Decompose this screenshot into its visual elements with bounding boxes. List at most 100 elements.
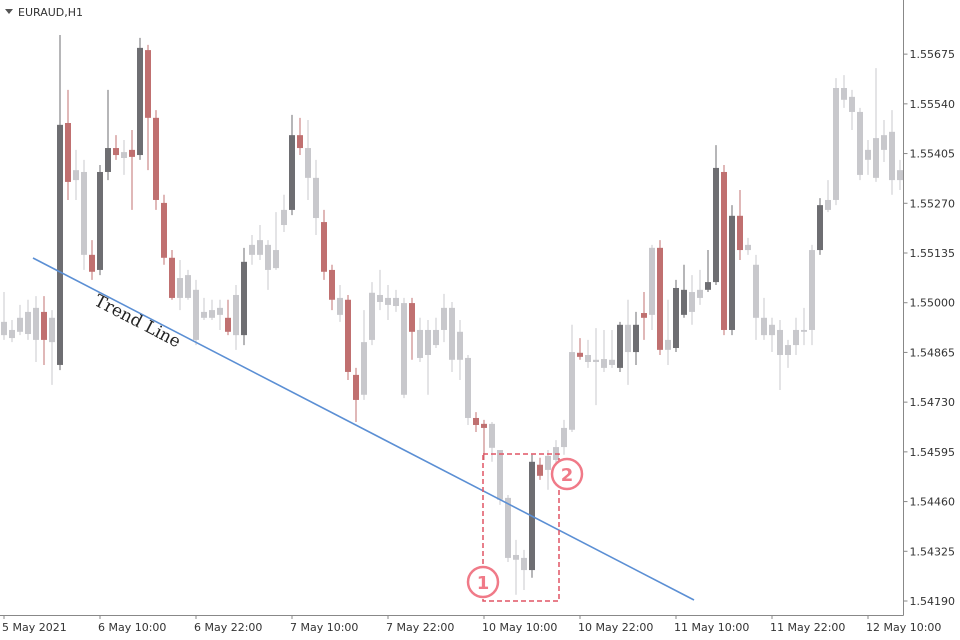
candle-body — [65, 123, 71, 182]
candle-body — [433, 329, 439, 346]
y-tick-label: 1.54730 — [910, 396, 956, 409]
candle-body — [825, 199, 831, 210]
candle-body — [777, 329, 783, 356]
candle-body — [49, 317, 55, 343]
y-tick-label: 1.54460 — [910, 496, 956, 509]
menu-triangle — [5, 9, 13, 14]
candle-body — [105, 148, 111, 172]
candles — [1, 34, 903, 595]
candle-body — [873, 138, 879, 178]
candle-body — [505, 497, 511, 558]
candle-body — [697, 289, 703, 298]
y-tick-label: 1.55675 — [910, 48, 956, 61]
candle-body — [865, 149, 871, 160]
candle-body — [585, 355, 591, 363]
candle-body — [57, 124, 63, 365]
candle-body — [657, 247, 663, 350]
x-tick-label: 7 May 22:00 — [386, 621, 454, 634]
x-tick-label: 7 May 10:00 — [290, 621, 358, 634]
candle-body — [177, 278, 183, 298]
candle-body — [25, 311, 31, 335]
candle-body — [785, 345, 791, 356]
candle-body — [889, 131, 895, 181]
chart-title: EURAUD,H1 — [18, 6, 83, 19]
x-tick-label: 10 May 10:00 — [482, 621, 557, 634]
candle-body — [97, 171, 103, 270]
candle-body — [169, 257, 175, 298]
candle-body — [641, 313, 647, 318]
candle-body — [41, 311, 47, 340]
candle-body — [425, 329, 431, 356]
candle-body — [401, 303, 407, 395]
candle-body — [265, 244, 271, 270]
candle-body — [713, 167, 719, 283]
candle-body — [145, 50, 151, 118]
candle-body — [17, 317, 23, 332]
x-tick-label: 10 May 22:00 — [578, 621, 653, 634]
candle-body — [393, 297, 399, 307]
candle-body — [761, 317, 767, 336]
x-tick-label: 6 May 22:00 — [194, 621, 262, 634]
candle-body — [737, 215, 743, 251]
candle-body — [185, 275, 191, 298]
candle-body — [545, 455, 551, 470]
y-tick-label: 1.54190 — [910, 595, 956, 608]
x-tick-label: 11 May 22:00 — [770, 621, 845, 634]
candle-body — [689, 292, 695, 312]
candle-body — [817, 205, 823, 251]
candle-body — [681, 289, 687, 315]
candle-body — [137, 47, 143, 156]
candle-body — [625, 324, 631, 353]
candle-body — [633, 324, 639, 353]
candle-body — [209, 310, 215, 318]
candle-body — [833, 88, 839, 200]
marker-circle — [466, 565, 500, 599]
y-tick-label: 1.54595 — [910, 446, 956, 459]
candle-body — [481, 423, 487, 428]
candle-body — [329, 269, 335, 300]
candle-body — [297, 135, 303, 149]
candle-body — [9, 329, 15, 339]
candle-body — [473, 417, 479, 425]
candle-body — [745, 244, 751, 251]
candle-body — [161, 202, 167, 258]
candle-body — [377, 294, 383, 302]
candle-body — [465, 357, 471, 418]
candle-body — [345, 299, 351, 372]
candle-body — [81, 171, 87, 255]
candle-body — [705, 282, 711, 290]
candle-body — [593, 359, 599, 363]
candle-body — [793, 329, 799, 346]
candle-body — [233, 294, 239, 336]
candle-body — [353, 374, 359, 400]
candle-body — [321, 222, 327, 272]
candle-body — [801, 329, 807, 332]
candle-body — [577, 352, 583, 357]
candle-body — [673, 287, 679, 349]
candle-body — [337, 297, 343, 315]
candle-body — [409, 303, 415, 332]
candle-body — [241, 261, 247, 336]
candle-body — [281, 209, 287, 226]
marker-label: 1 — [477, 573, 490, 594]
y-tick-label: 1.55135 — [910, 247, 956, 260]
trend-line — [32, 257, 695, 601]
candle-body — [225, 317, 231, 332]
candle-body — [769, 324, 775, 336]
candle-body — [729, 215, 735, 330]
candle-body — [457, 331, 463, 360]
candle-body — [89, 254, 95, 272]
candle-body — [497, 450, 503, 500]
candle-body — [857, 111, 863, 175]
candle-body — [601, 359, 607, 368]
x-tick-label: 12 May 10:00 — [866, 621, 941, 634]
candle-body — [33, 307, 39, 340]
candle-body — [385, 297, 391, 305]
candle-body — [449, 307, 455, 360]
candle-body — [1, 321, 7, 336]
y-tick-label: 1.55000 — [910, 297, 956, 310]
candle-body — [617, 324, 623, 368]
candle-body — [73, 170, 79, 181]
